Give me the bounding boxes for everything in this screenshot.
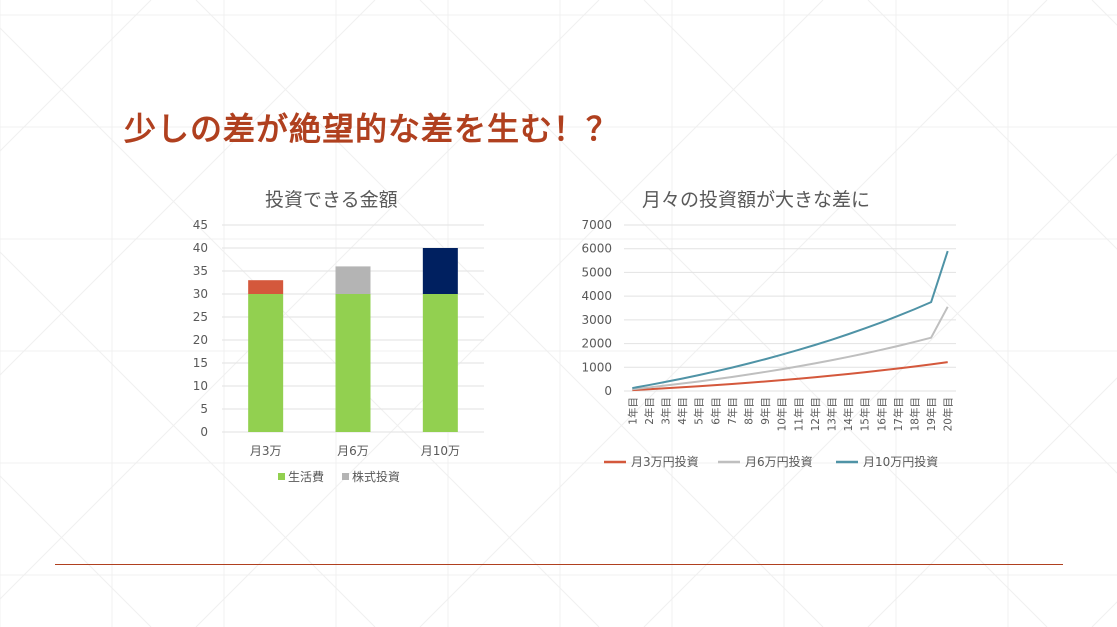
line-x-tick-label: 1年目 <box>626 397 639 425</box>
bar-living-3 <box>422 294 458 432</box>
line-series-3 <box>632 250 949 390</box>
bg-line <box>0 0 152 152</box>
bg-line <box>1091 601 1117 627</box>
line-y-tick-label: 3000 <box>581 313 612 327</box>
line-x-tick-label: 13年目 <box>826 397 839 431</box>
line-series-1 <box>632 361 948 392</box>
bar-legend-label: 株式投資 <box>352 469 400 484</box>
bar-chart-legend: 生活費 株式投資 <box>278 469 400 484</box>
bar-invest-1 <box>248 280 284 294</box>
bar-legend-swatch <box>278 473 285 480</box>
line-legend-label: 月10万円投資 <box>863 454 938 469</box>
bg-line <box>867 377 1117 627</box>
bar-y-tick-label: 30 <box>193 287 208 301</box>
bar-y-tick-label: 25 <box>193 310 208 324</box>
bg-line <box>0 0 600 600</box>
bar-y-tick-label: 45 <box>193 218 208 232</box>
line-x-tick-label: 20年目 <box>942 397 955 431</box>
bar-chart-title: 投資できる金額 <box>265 189 398 211</box>
bar-y-tick-label: 35 <box>193 264 208 278</box>
line-y-tick-label: 6000 <box>581 242 612 256</box>
slide-title: 少しの差が絶望的な差を生む！？ <box>124 110 620 148</box>
line-x-tick-label: 17年目 <box>892 397 905 431</box>
line-chart-series <box>632 250 949 392</box>
bar-x-tick-label: 月6万 <box>337 444 369 458</box>
line-x-tick-label: 11年目 <box>792 397 805 431</box>
bar-y-tick-label: 20 <box>193 333 208 347</box>
bar-y-tick-label: 5 <box>200 402 208 416</box>
line-x-tick-label: 16年目 <box>875 397 888 431</box>
line-x-tick-label: 15年目 <box>859 397 872 431</box>
bar-y-tick-label: 0 <box>200 425 208 439</box>
bg-line <box>0 475 152 627</box>
bar-invest-2 <box>335 266 371 294</box>
line-x-tick-label: 19年目 <box>925 397 938 431</box>
line-x-tick-label: 14年目 <box>842 397 855 431</box>
bar-x-tick-label: 月3万 <box>250 444 282 458</box>
line-legend-label: 月3万円投資 <box>631 454 699 469</box>
bg-line <box>0 0 376 376</box>
line-series-2 <box>632 306 949 391</box>
line-y-tick-label: 4000 <box>581 289 612 303</box>
line-x-tick-label: 12年目 <box>809 397 822 431</box>
line-x-tick-label: 5年目 <box>693 397 706 425</box>
line-chart-legend: 月3万円投資 月6万円投資 月10万円投資 <box>604 454 938 469</box>
bar-chart-y-axis: 0 5 10 15 20 25 30 35 40 45 <box>193 218 208 439</box>
bar-x-tick-label: 月10万 <box>421 444 460 458</box>
bar-chart-bars <box>248 248 458 432</box>
line-x-tick-label: 9年目 <box>759 397 772 425</box>
line-x-tick-label: 3年目 <box>660 397 673 425</box>
bar-y-tick-label: 15 <box>193 356 208 370</box>
line-y-tick-label: 7000 <box>581 218 612 232</box>
line-y-tick-label: 5000 <box>581 265 612 279</box>
bar-legend-label: 生活費 <box>288 469 324 484</box>
line-chart-x-axis: 1年目 2年目 3年目 4年目 5年目 6年目 7年目 8年目 9年目 10年目 11年目 12年目 1… <box>626 397 954 431</box>
line-y-tick-label: 2000 <box>581 337 612 351</box>
line-x-tick-label: 7年目 <box>726 397 739 425</box>
bg-line <box>195 0 824 627</box>
line-legend-label: 月6万円投資 <box>745 454 813 469</box>
bar-living-2 <box>335 294 371 432</box>
bar-living-1 <box>248 294 284 432</box>
line-chart: 0 1000 2000 3000 4000 5000 6000 7000 1年目 2年目 3年目 4… <box>581 218 956 469</box>
bg-line <box>1091 0 1117 26</box>
bg-line <box>643 153 1117 627</box>
bar-chart: 0 5 10 15 20 25 30 35 40 45 月3万 月6万 月10万 生活費 株式投資 <box>193 218 484 484</box>
bg-line <box>419 0 1048 627</box>
line-chart-y-axis: 0 1000 2000 3000 4000 5000 6000 7000 <box>581 218 612 398</box>
bg-line <box>867 0 1117 250</box>
line-chart-title: 月々の投資額が大きな差に <box>642 189 871 211</box>
line-x-tick-label: 4年目 <box>676 397 689 425</box>
bar-legend-swatch <box>342 473 349 480</box>
line-x-tick-label: 10年目 <box>776 397 789 431</box>
bar-y-tick-label: 40 <box>193 241 208 255</box>
footer-divider <box>55 564 1063 565</box>
line-y-tick-label: 1000 <box>581 360 612 374</box>
line-x-tick-label: 2年目 <box>643 397 656 425</box>
line-y-tick-label: 0 <box>604 384 612 398</box>
bar-chart-x-axis: 月3万 月6万 月10万 <box>250 444 460 458</box>
line-x-tick-label: 18年目 <box>909 397 922 431</box>
line-chart-grid <box>624 224 956 392</box>
line-x-tick-label: 8年目 <box>743 397 756 425</box>
bar-invest-3 <box>422 248 458 294</box>
bar-y-tick-label: 10 <box>193 379 208 393</box>
line-x-tick-label: 6年目 <box>709 397 722 425</box>
